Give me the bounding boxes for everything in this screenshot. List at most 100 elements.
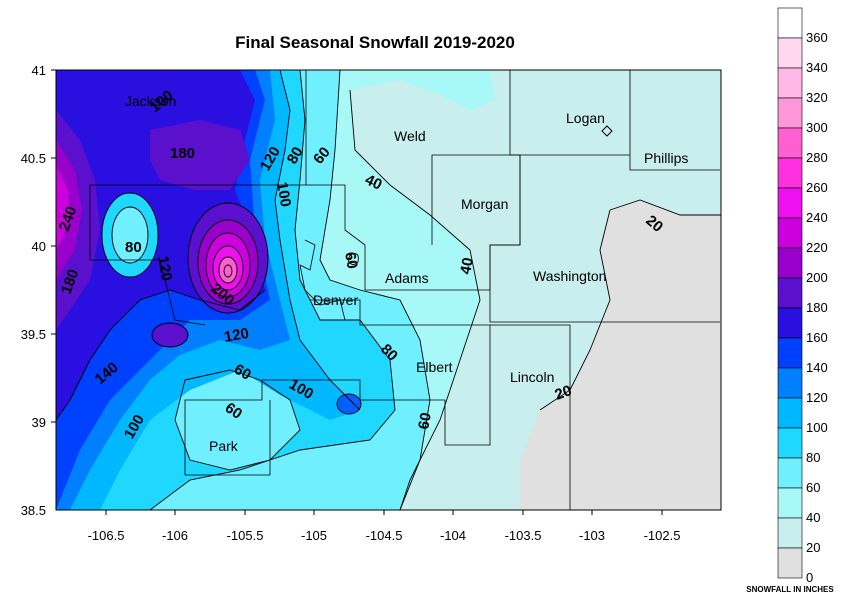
fill-180-north	[150, 120, 250, 190]
colorbar-swatch	[777, 97, 803, 129]
fill-west-edge-240	[56, 165, 70, 250]
contour-label: 60	[231, 361, 254, 384]
colorbar-swatch	[777, 517, 803, 549]
colorbar-swatch	[777, 157, 803, 189]
county-label-jackson: Jackson	[125, 93, 176, 109]
contour-line-80	[149, 70, 396, 510]
colorbar-swatch	[777, 397, 803, 429]
x-tick-label: -105.5	[227, 528, 264, 543]
boundary-phillips	[629, 70, 720, 171]
colorbar-level-label: 140	[806, 360, 828, 375]
colorbar: 3603403203002802602402202001801601401201…	[777, 7, 828, 585]
contour-line-60	[319, 70, 431, 510]
colorbar-level-label: 280	[806, 150, 828, 165]
x-tick-label: -103	[579, 528, 605, 543]
contour-line-100	[274, 70, 361, 411]
colorbar-level-label: 100	[806, 420, 828, 435]
colorbar-swatch	[777, 277, 803, 309]
colorbar-level-label: 40	[806, 510, 820, 525]
colorbar-level-label: 60	[806, 480, 820, 495]
colorbar-swatch	[777, 547, 803, 579]
colorbar-level-label: 20	[806, 540, 820, 555]
colorbar-level-label: 160	[806, 330, 828, 345]
fill-peak-280	[219, 257, 237, 283]
colorbar-swatch	[777, 247, 803, 279]
colorbar-level-label: 320	[806, 90, 828, 105]
contour-line-peak-240	[212, 245, 244, 291]
contour-line-20	[609, 199, 721, 216]
colorbar-level-label: 340	[806, 60, 828, 75]
contour-line-peak-180	[187, 202, 269, 314]
boundary-washington	[489, 155, 720, 323]
contour-line-peak-220	[205, 232, 251, 298]
x-tick-label: -104.5	[366, 528, 403, 543]
station-marker-icon	[601, 125, 613, 137]
contour-lines	[56, 70, 721, 510]
colorbar-swatch	[777, 457, 803, 489]
county-labels: Jackson Weld Logan Phillips Morgan Adams…	[125, 93, 688, 454]
contour-label: 60	[415, 411, 435, 430]
contour-line-40	[349, 89, 481, 510]
y-tick-label: 39.5	[21, 327, 46, 342]
county-label-elbert: Elbert	[416, 359, 453, 375]
x-tick-label: -105	[301, 528, 327, 543]
y-tick-label: 41	[32, 63, 46, 78]
colorbar-level-label: 360	[806, 30, 828, 45]
boundary-lincoln	[490, 324, 571, 510]
contour-line-west-80	[111, 206, 149, 264]
contour-label: 120	[154, 255, 175, 283]
contour-line-20b	[539, 209, 611, 411]
county-label-weld: Weld	[394, 128, 426, 144]
colorbar-level-label: 120	[806, 390, 828, 405]
colorbar-swatch	[777, 67, 803, 99]
contour-label: 40	[362, 171, 384, 193]
county-label-adams: Adams	[385, 270, 429, 286]
colorbar-swatch	[777, 7, 803, 39]
colorbar-level-label: 240	[806, 210, 828, 225]
colorbar-swatch	[777, 37, 803, 69]
contour-label: 100	[273, 181, 294, 209]
colorbar-level-label: 180	[806, 300, 828, 315]
contour-label: 60	[341, 251, 361, 270]
x-axis-labels: -106.5 -106 -105.5 -105 -104.5 -104 -103…	[88, 528, 681, 543]
colorbar-level-label: 80	[806, 450, 820, 465]
fill-elbert-spot	[337, 394, 361, 414]
colorbar-level-label: 220	[806, 240, 828, 255]
contour-line-peak-200	[197, 219, 259, 305]
county-label-morgan: Morgan	[461, 196, 508, 212]
contour-line-west-100	[101, 192, 159, 278]
colorbar-swatch	[777, 367, 803, 399]
map-title: Final Seasonal Snowfall 2019-2020	[235, 33, 515, 52]
colorbar-level-label: 0	[806, 570, 813, 585]
colorbar-swatch	[777, 127, 803, 159]
x-tick-label: -106	[162, 528, 188, 543]
x-tick-label: -103.5	[505, 528, 542, 543]
contour-line-peak-280	[218, 256, 238, 284]
contour-label: 60	[222, 399, 245, 422]
boundary-logan	[509, 70, 630, 156]
contour-line-adams-60	[347, 253, 359, 265]
contour-line-160	[56, 289, 266, 421]
colorbar-swatch	[777, 487, 803, 519]
colorbar-swatch	[777, 337, 803, 369]
x-tick-label: -104	[440, 528, 466, 543]
county-label-park: Park	[209, 438, 239, 454]
y-tick-label: 39	[32, 415, 46, 430]
colorbar-units-label: SNOWFALL IN INCHES	[746, 585, 834, 594]
contour-label: 120	[223, 325, 251, 346]
county-label-lincoln: Lincoln	[510, 369, 554, 385]
contour-line-park-60	[174, 369, 301, 471]
contour-label: 20	[553, 382, 574, 404]
colorbar-swatch	[777, 187, 803, 219]
contour-label: 180	[170, 145, 195, 162]
fill-180-southwest	[152, 323, 188, 347]
county-boundaries	[89, 70, 720, 510]
colorbar-level-label: 260	[806, 180, 828, 195]
y-tick-label: 40.5	[21, 151, 46, 166]
tick-marks	[51, 69, 663, 515]
y-tick-label: 38.5	[21, 503, 46, 518]
y-axis-labels: 41 40.5 40 39.5 39 38.5	[21, 63, 46, 518]
contour-line-peak-320	[223, 264, 233, 278]
contour-label: 80	[284, 144, 307, 167]
colorbar-level-label: 300	[806, 120, 828, 135]
